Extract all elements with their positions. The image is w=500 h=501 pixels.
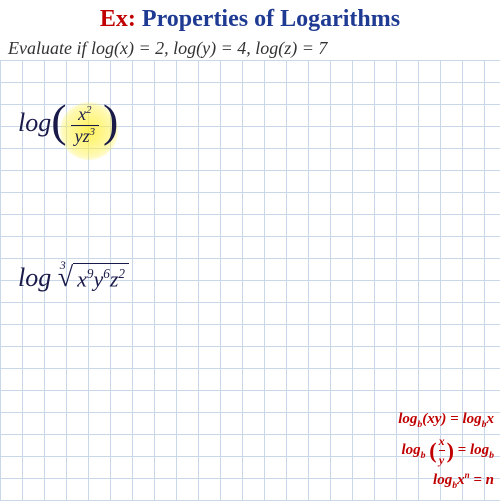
title-prefix: Ex: bbox=[100, 6, 136, 32]
log-rules: logb(xy) = logbx logb (xy) = logb logbxn… bbox=[398, 408, 494, 494]
log-op-2: log bbox=[18, 263, 51, 292]
log-op: log bbox=[18, 108, 51, 138]
denom-b: z bbox=[83, 126, 90, 146]
root-index: 3 bbox=[60, 258, 66, 273]
problem-statement: Evaluate if log(x) = 2, log(y) = 4, log(… bbox=[8, 38, 327, 59]
rule-product: logb(xy) = logbx bbox=[398, 408, 494, 433]
fraction: x2 yz3 bbox=[71, 104, 99, 147]
numerator-base: x bbox=[78, 104, 86, 124]
radicand: x9y6z2 bbox=[73, 263, 129, 292]
paren-close: ) bbox=[103, 98, 118, 144]
expression-2: log 3 √x9y6z2 bbox=[18, 262, 129, 294]
paren-open: ( bbox=[51, 98, 66, 144]
numerator-exp: 2 bbox=[86, 104, 91, 116]
expression-1: log ( x2 yz3 ) bbox=[18, 100, 118, 146]
denom-b-exp: 3 bbox=[90, 126, 95, 138]
title-main: Properties of Logarithms bbox=[142, 6, 400, 32]
rule-power: logbxn = n bbox=[398, 469, 494, 494]
rule-quotient: logb (xy) = logb bbox=[398, 432, 494, 469]
denom-a: y bbox=[75, 126, 83, 146]
